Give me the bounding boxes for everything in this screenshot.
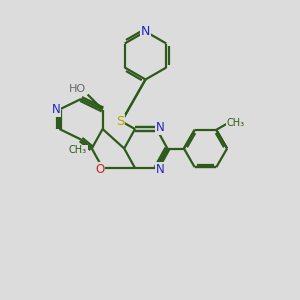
Text: CH₃: CH₃ [69, 145, 87, 155]
Text: HO: HO [69, 84, 86, 94]
Text: O: O [95, 163, 104, 176]
Text: N: N [141, 25, 150, 38]
Text: S: S [116, 115, 124, 128]
Text: S: S [116, 115, 124, 128]
Text: N: N [52, 103, 61, 116]
Text: N: N [156, 163, 165, 176]
Text: N: N [156, 121, 165, 134]
Text: CH₃: CH₃ [226, 118, 244, 128]
